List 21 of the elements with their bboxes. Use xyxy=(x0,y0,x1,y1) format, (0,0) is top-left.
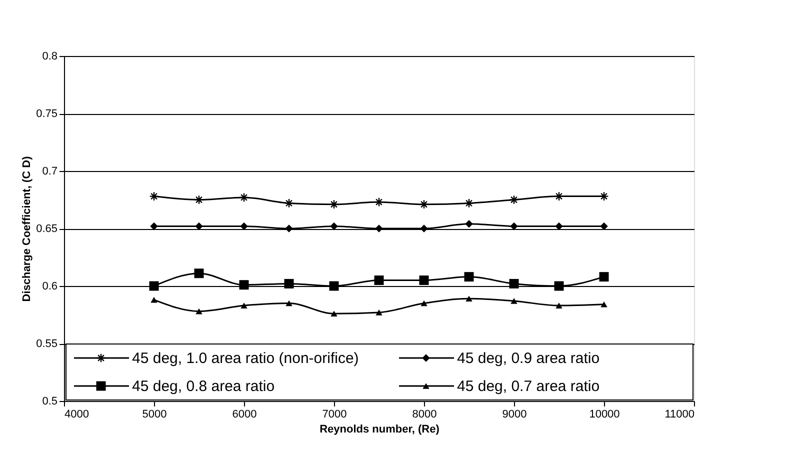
y-tick-label: 0.6 xyxy=(42,280,58,292)
y-axis-title: Discharge Coefficient, (C D) xyxy=(21,156,34,302)
y-tick-label: 0.5 xyxy=(42,396,58,408)
x-tick-label: 6000 xyxy=(232,408,257,420)
y-tick-label: 0.8 xyxy=(42,50,58,62)
x-tick-label: 10000 xyxy=(589,408,620,420)
x-tick-label: 9000 xyxy=(502,408,527,420)
legend-label: 45 deg, 0.7 area ratio xyxy=(457,378,600,395)
x-tick-label: 7000 xyxy=(322,408,347,420)
y-tick-label: 0.7 xyxy=(42,166,58,178)
y-tick-label: 0.65 xyxy=(36,223,58,235)
legend-label: 45 deg, 0.8 area ratio xyxy=(132,378,275,395)
x-tick-label: 5000 xyxy=(142,408,167,420)
legend-label: 45 deg, 1.0 area ratio (non-orifice) xyxy=(132,350,359,367)
y-tick-label: 0.75 xyxy=(36,108,58,120)
x-tick-label: 8000 xyxy=(412,408,437,420)
x-tick-label: 11000 xyxy=(664,408,694,420)
x-tick-label: 4000 xyxy=(64,408,89,420)
y-tick-label: 0.55 xyxy=(36,338,58,350)
x-axis-title: Reynolds number, (Re) xyxy=(320,424,440,436)
legend-label: 45 deg, 0.9 area ratio xyxy=(457,350,600,367)
